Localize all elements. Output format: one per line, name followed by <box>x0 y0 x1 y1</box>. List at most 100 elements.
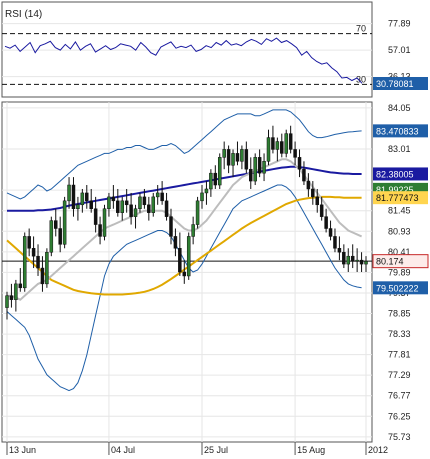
candle <box>346 248 351 272</box>
candle-body <box>222 149 226 158</box>
price-y-axis: 84.0583.0181.9781.4580.9380.4179.8979.37… <box>388 103 411 442</box>
candle <box>76 196 80 221</box>
price-tag-label: 83.470833 <box>376 126 419 136</box>
candle <box>133 204 138 229</box>
candle-body <box>186 236 191 277</box>
candle <box>240 145 244 170</box>
candle <box>253 153 257 186</box>
candle-body <box>147 204 151 213</box>
candle-body <box>355 259 359 262</box>
price-tag-label: 80.174 <box>376 257 404 267</box>
price-tick-label: 80.41 <box>388 247 411 257</box>
candle <box>191 216 195 245</box>
candle-body <box>138 196 142 209</box>
candle <box>280 133 284 158</box>
candle <box>164 192 169 221</box>
candle-body <box>288 133 293 150</box>
candle-body <box>191 224 195 237</box>
rsi-tick-label: 77.89 <box>388 19 411 29</box>
candle <box>54 208 58 237</box>
price-tick-label: 76.25 <box>388 411 411 421</box>
rsi-current-tag-label: 30.78081 <box>376 79 414 89</box>
candle-body <box>89 200 93 209</box>
candle <box>271 125 275 154</box>
candle-body <box>350 255 355 262</box>
candle <box>355 248 359 272</box>
rsi-current-tag: 30.78081 <box>373 77 428 90</box>
candle <box>169 208 173 245</box>
price-tag-box <box>373 167 428 181</box>
candle <box>18 268 23 292</box>
price-tick-label: 78.33 <box>388 329 411 339</box>
candle <box>142 188 147 209</box>
candle <box>98 216 102 245</box>
candle-body <box>302 168 306 182</box>
candle-body <box>328 228 333 237</box>
candle <box>155 185 160 205</box>
candle <box>85 185 89 209</box>
candle-body <box>102 208 107 237</box>
candle <box>209 169 213 197</box>
candle <box>217 153 222 189</box>
candle-body <box>160 192 164 202</box>
rsi-y-axis: 77.89 57.01 36.13 <box>388 19 411 82</box>
candle-body <box>319 204 324 217</box>
candle-body <box>49 220 54 253</box>
candle-body <box>133 208 138 217</box>
candle-body <box>333 236 337 249</box>
candle-body <box>306 180 311 190</box>
x-tick-label: 13 Jun <box>9 445 36 455</box>
candle <box>226 145 231 174</box>
candle-body <box>297 157 302 170</box>
price-tick-label: 75.73 <box>388 432 411 442</box>
candle-body <box>14 283 18 300</box>
candle-body <box>124 200 129 206</box>
candle <box>337 236 342 261</box>
candle <box>244 141 249 174</box>
rsi-reference-label: 30 <box>356 74 366 84</box>
candle <box>262 153 266 182</box>
candle-body <box>40 267 45 285</box>
candle-body <box>116 200 120 213</box>
price-tag-label: 81.777473 <box>376 193 419 203</box>
candle <box>235 141 240 166</box>
candle-body <box>200 192 204 202</box>
candle <box>324 208 328 233</box>
candle <box>116 188 120 217</box>
candle <box>182 260 187 284</box>
price-tick-label: 78.85 <box>388 309 411 319</box>
rsi-line <box>4 37 363 84</box>
price-tick-label: 79.89 <box>388 267 411 277</box>
candle-body <box>93 208 98 225</box>
candle <box>288 125 293 154</box>
bollinger-lower-band <box>6 184 362 392</box>
price-tick-label: 80.93 <box>388 226 411 236</box>
candle-body <box>169 216 173 237</box>
candle <box>350 244 355 269</box>
candle <box>160 181 164 205</box>
candle-body <box>266 137 271 162</box>
rsi-tick-label: 36.13 <box>388 72 411 82</box>
candle-body <box>249 168 253 182</box>
candle-body <box>178 248 182 273</box>
bollinger-upper-band <box>6 109 362 200</box>
price-tag-box <box>373 191 428 205</box>
x-tick-label: 2012 <box>368 445 388 455</box>
rsi-panel-frame <box>1 1 373 98</box>
candle <box>328 220 333 241</box>
candle-body <box>235 153 240 162</box>
candle <box>186 232 191 280</box>
price-tag-box <box>373 124 428 138</box>
candle-body <box>359 259 364 265</box>
candle <box>111 185 116 209</box>
candle-body <box>271 137 275 150</box>
candle <box>359 252 364 272</box>
candle <box>40 256 45 292</box>
candle <box>31 236 36 269</box>
candle <box>195 196 200 229</box>
price-tag-box <box>372 254 429 269</box>
candle <box>49 216 54 257</box>
candle-body <box>364 261 368 265</box>
candle-body <box>155 192 160 198</box>
x-tick-label: 15 Aug <box>297 445 325 455</box>
